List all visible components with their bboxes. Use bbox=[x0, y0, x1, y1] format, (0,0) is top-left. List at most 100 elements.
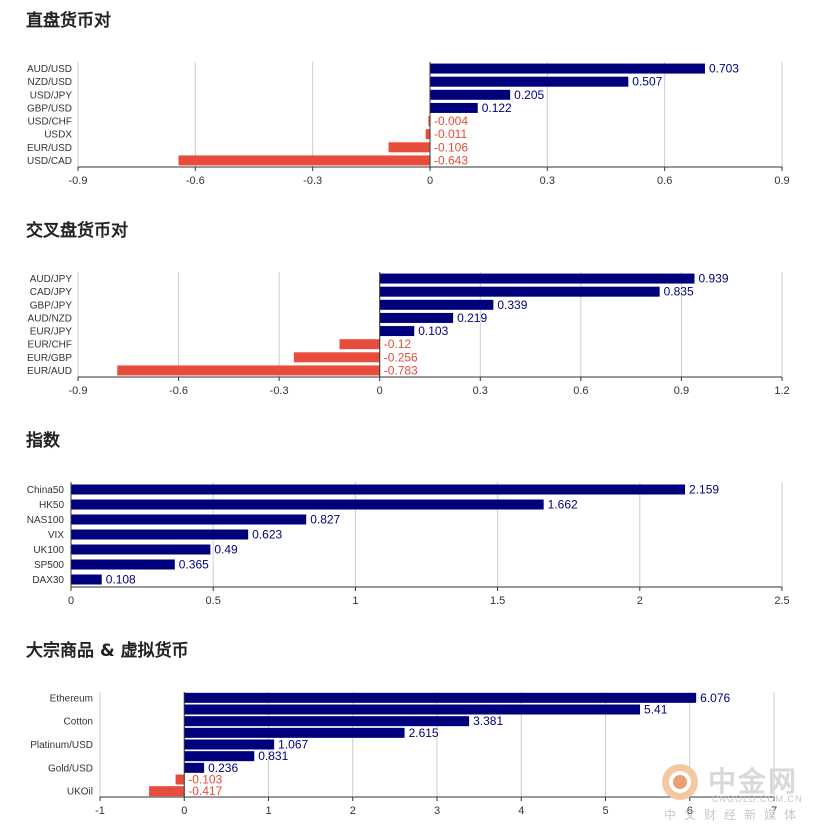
x-tick-label: 0.3 bbox=[540, 175, 555, 187]
data-label: 0.835 bbox=[664, 285, 694, 299]
category-label: SP500 bbox=[34, 560, 64, 571]
x-tick-label: 1.2 bbox=[774, 385, 789, 397]
x-tick-label: 0 bbox=[427, 175, 433, 187]
data-label: 1.067 bbox=[278, 738, 308, 752]
bar bbox=[379, 299, 494, 310]
x-tick-label: 2.5 bbox=[774, 595, 789, 607]
data-label: 5.41 bbox=[644, 703, 668, 717]
bar bbox=[175, 774, 185, 785]
bar-chart: -0.9 -0.6 -0.3 0 0.3 0.6 0.9 0.703 0.507 0.2050.1… bbox=[27, 62, 790, 187]
category-label: DAX30 bbox=[32, 575, 64, 586]
bar bbox=[425, 129, 430, 140]
x-tick-label: -0.3 bbox=[270, 385, 289, 397]
bar bbox=[379, 326, 415, 337]
data-label: 0.219 bbox=[457, 311, 487, 325]
bar bbox=[379, 273, 695, 284]
data-label: 2.159 bbox=[689, 483, 719, 497]
data-label: -0.103 bbox=[188, 773, 222, 787]
category-label: EUR/GBP bbox=[27, 353, 72, 364]
data-label: 0.507 bbox=[632, 75, 662, 89]
x-tick-label: 2 bbox=[637, 595, 643, 607]
bar bbox=[71, 499, 544, 510]
x-tick-label: 1.5 bbox=[490, 595, 505, 607]
bar bbox=[149, 786, 185, 797]
data-label: 0.122 bbox=[482, 101, 512, 115]
category-label: Platinum/USD bbox=[30, 740, 93, 751]
data-label: 0.365 bbox=[179, 558, 209, 572]
bar bbox=[379, 286, 660, 297]
x-tick-label: 0 bbox=[181, 805, 187, 817]
bar bbox=[430, 63, 705, 74]
chart-title: 大宗商品 & 虚拟货币 bbox=[26, 641, 189, 661]
bar bbox=[184, 739, 275, 750]
data-label: 0.827 bbox=[310, 513, 340, 527]
category-label: VIX bbox=[48, 530, 64, 541]
bar bbox=[71, 484, 686, 495]
data-label: 6.076 bbox=[700, 691, 730, 705]
x-tick-label: 1 bbox=[352, 595, 358, 607]
category-label: GBP/USD bbox=[27, 103, 72, 114]
data-label: 0.103 bbox=[418, 324, 448, 338]
category-label: UKOil bbox=[67, 787, 93, 798]
data-label: 0.623 bbox=[252, 528, 282, 542]
bar bbox=[117, 365, 380, 376]
bar bbox=[71, 574, 102, 585]
category-label: EUR/JPY bbox=[30, 327, 73, 338]
data-label: -0.004 bbox=[434, 114, 468, 128]
data-label: 0.939 bbox=[699, 272, 729, 286]
x-tick-label: 0.5 bbox=[206, 595, 221, 607]
x-tick-label: -0.9 bbox=[69, 175, 88, 187]
bar bbox=[388, 142, 430, 153]
watermark-brand: 中金网 bbox=[708, 765, 799, 798]
watermark: 中金网 CNGOLD.COM.CN 中文财经新媒体 bbox=[660, 758, 810, 824]
data-label: 0.703 bbox=[709, 62, 739, 76]
category-label: NZD/USD bbox=[28, 77, 72, 88]
bar bbox=[339, 339, 380, 350]
x-tick-label: 0 bbox=[377, 385, 383, 397]
x-tick-label: 5 bbox=[602, 805, 608, 817]
chart-panel-1: 直盘货币对 -0.9 -0.6 -0.3 0 0.3 0.6 0.9 0.703 0.507 0.… bbox=[0, 0, 818, 200]
category-label: GBP/JPY bbox=[30, 300, 73, 311]
x-tick-label: 6 bbox=[687, 805, 693, 817]
bar bbox=[428, 116, 430, 127]
data-label: -0.106 bbox=[434, 140, 468, 154]
data-label: -0.783 bbox=[384, 363, 418, 377]
x-tick-label: -0.6 bbox=[169, 385, 188, 397]
category-label: EUR/USD bbox=[27, 143, 72, 154]
data-label: 0.205 bbox=[514, 88, 544, 102]
bar bbox=[71, 544, 211, 555]
bar bbox=[430, 76, 629, 87]
watermark-subtitle: 中文财经新媒体 bbox=[664, 808, 805, 822]
x-tick-label: 0.6 bbox=[573, 385, 588, 397]
category-label: USD/JPY bbox=[30, 90, 73, 101]
category-label: USD/CAD bbox=[27, 156, 72, 167]
data-label: 2.615 bbox=[409, 726, 439, 740]
x-tick-label: -1 bbox=[95, 805, 105, 817]
category-label: Gold/USD bbox=[48, 763, 93, 774]
chart-panel-3: 指数 0 0.5 1 1.5 2 2.5 2.159 1.662 0.827 0.623 0.49 0… bbox=[0, 420, 818, 620]
category-label: AUD/USD bbox=[27, 64, 72, 75]
bar-chart: 0 0.5 1 1.5 2 2.5 2.159 1.662 0.827 0.623 0.49 0.36… bbox=[27, 482, 790, 607]
chart-panel-2: 交叉盘货币对 -0.9 -0.6 -0.3 0 0.3 0.6 0.9 1.2 0.939 0.8… bbox=[0, 210, 818, 410]
category-label: HK50 bbox=[39, 500, 64, 511]
x-tick-label: 4 bbox=[518, 805, 524, 817]
data-label: -0.417 bbox=[188, 784, 222, 798]
data-label: -0.12 bbox=[384, 337, 412, 351]
bar bbox=[184, 751, 255, 762]
bar bbox=[71, 514, 307, 525]
data-label: 3.381 bbox=[473, 714, 503, 728]
bar bbox=[184, 727, 405, 738]
data-label: 0.108 bbox=[106, 573, 136, 587]
x-tick-label: 7 bbox=[771, 805, 777, 817]
x-tick-label: 1 bbox=[265, 805, 271, 817]
x-tick-label: -0.3 bbox=[303, 175, 322, 187]
x-tick-label: 0.3 bbox=[473, 385, 488, 397]
x-tick-label: -0.9 bbox=[69, 385, 88, 397]
x-tick-label: 0.9 bbox=[774, 175, 789, 187]
bar bbox=[184, 762, 205, 773]
category-label: UK100 bbox=[33, 545, 64, 556]
bar bbox=[184, 704, 641, 715]
watermark-url: CNGOLD.COM.CN bbox=[712, 794, 803, 804]
coin-logo-icon bbox=[662, 764, 698, 800]
